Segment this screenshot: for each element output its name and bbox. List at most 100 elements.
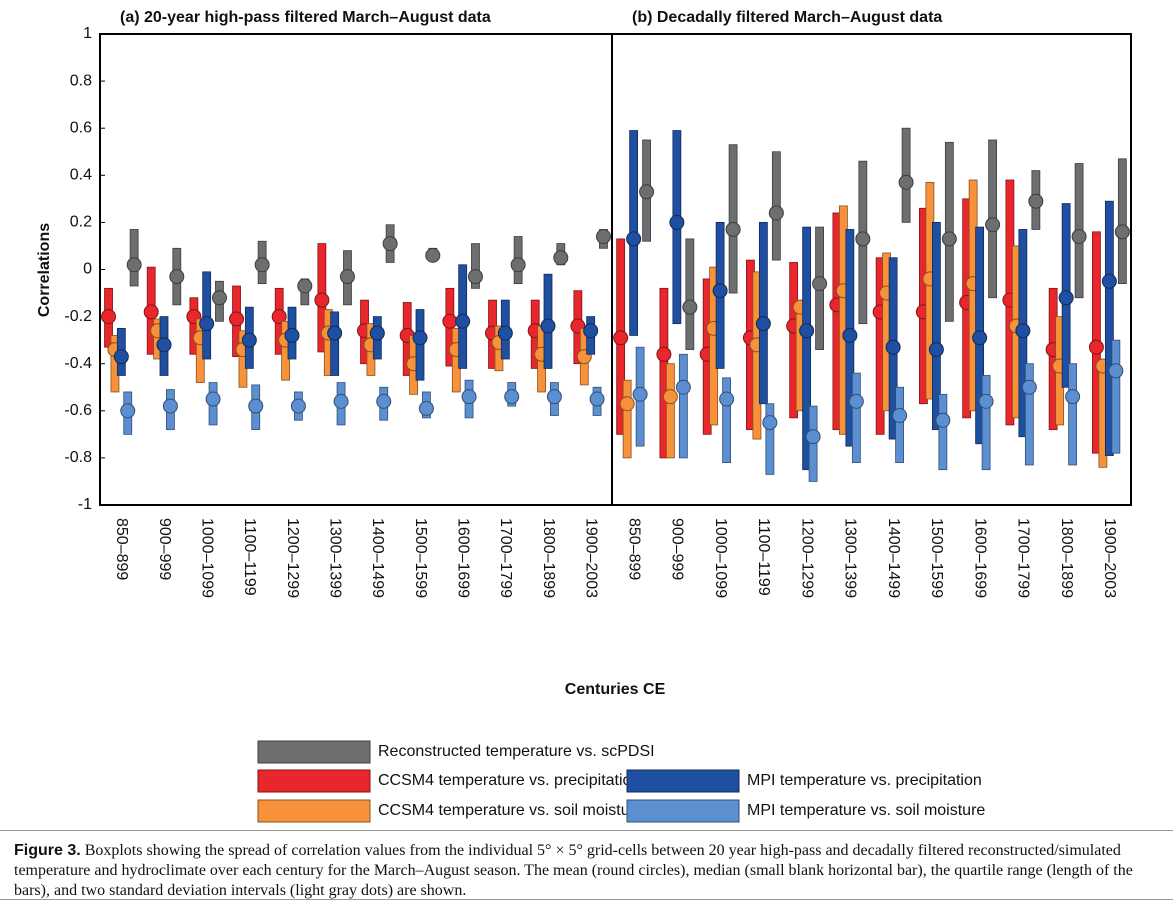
box (851, 372, 861, 464)
y-tick-label: 0.8 (70, 72, 92, 89)
mean-marker (333, 393, 349, 409)
plot-frame (611, 33, 1132, 506)
mean-marker (842, 327, 858, 343)
mean-marker (898, 174, 914, 190)
legend-swatch (626, 799, 740, 823)
x-tick-label: 1700–1799 (1015, 518, 1032, 598)
legend-label: MPI temperature vs. soil moisture (747, 802, 985, 819)
mean-marker (467, 269, 483, 285)
mean-marker (812, 276, 828, 292)
mean-marker (369, 325, 385, 341)
mean-marker (327, 325, 343, 341)
legend-swatch (257, 740, 371, 764)
mean-marker (656, 346, 672, 362)
mean-marker (540, 318, 556, 334)
y-tick-label: -0.6 (64, 402, 92, 419)
y-tick-label: 1 (83, 25, 92, 42)
box (471, 243, 480, 289)
legend-swatch (626, 769, 740, 793)
mean-marker (254, 257, 270, 273)
caption-text: Boxplots showing the spread of correlati… (14, 842, 1133, 899)
mean-marker (314, 292, 330, 308)
x-tick-label: 1200–1299 (798, 518, 815, 598)
mean-marker (143, 304, 159, 320)
mean-marker (1028, 193, 1044, 209)
mean-marker (682, 299, 698, 315)
y-tick-label: -0.4 (64, 355, 92, 372)
x-tick-label: 1300–1399 (326, 518, 343, 598)
mean-marker (762, 415, 778, 431)
box (1111, 339, 1121, 454)
mean-marker (978, 393, 994, 409)
box (1104, 200, 1114, 456)
mean-marker (418, 400, 434, 416)
mean-marker (712, 283, 728, 299)
y-tick-label: 0.4 (70, 167, 92, 184)
box (678, 353, 688, 459)
x-tick-label: 1200–1299 (284, 518, 301, 598)
box (728, 144, 738, 294)
mean-marker (928, 342, 944, 358)
mean-marker (972, 330, 988, 346)
x-axis-label: Centuries CE (565, 681, 666, 698)
legend-label: CCSM4 temperature vs. soil moisture (378, 802, 644, 819)
x-tick-label: 1700–1799 (497, 518, 514, 598)
mean-marker (855, 231, 871, 247)
mean-marker (497, 325, 513, 341)
box (758, 221, 768, 405)
x-tick-label: 1000–1099 (198, 518, 215, 598)
mean-marker (211, 290, 227, 306)
mean-marker (1021, 379, 1037, 395)
y-tick-label: -0.8 (64, 449, 92, 466)
mean-marker (425, 247, 441, 263)
mean-marker (126, 257, 142, 273)
mean-marker (799, 323, 815, 339)
mean-marker (1058, 290, 1074, 306)
mean-marker (248, 398, 264, 414)
legend-swatch (257, 769, 371, 793)
chart: (a) 20-year high-pass filtered March–Aug… (36, 9, 1132, 823)
mean-marker (662, 389, 678, 405)
mean-marker (719, 391, 735, 407)
box (622, 379, 632, 459)
mean-marker (339, 269, 355, 285)
mean-marker (461, 389, 477, 405)
box (685, 238, 695, 350)
mean-marker (205, 391, 221, 407)
x-tick-label: 1900–2003 (1101, 518, 1118, 598)
mean-marker (169, 269, 185, 285)
mean-marker (725, 221, 741, 237)
legend-swatch (257, 799, 371, 823)
mean-marker (290, 398, 306, 414)
mean-marker (120, 403, 136, 419)
x-tick-label: 900–999 (669, 518, 686, 580)
panel-title: (b) Decadally filtered March–August data (632, 9, 942, 26)
mean-marker (1015, 323, 1031, 339)
mean-marker (162, 398, 178, 414)
box (1068, 363, 1078, 466)
mean-marker (639, 184, 655, 200)
box (802, 226, 812, 471)
mean-marker (619, 396, 635, 412)
mean-marker (156, 337, 172, 353)
mean-marker (101, 309, 117, 325)
mean-marker (546, 389, 562, 405)
panel-title: (a) 20-year high-pass filtered March–Aug… (120, 9, 491, 26)
box (202, 271, 212, 360)
caption: Figure 3. Boxplots showing the spread of… (0, 830, 1173, 900)
box (665, 363, 675, 459)
x-tick-label: 1400–1499 (885, 518, 902, 598)
y-axis-label: Correlations (36, 223, 53, 317)
mean-marker (1114, 224, 1130, 240)
mean-marker (1071, 229, 1087, 245)
mean-marker (985, 217, 1001, 233)
y-tick-label: 0.6 (70, 119, 92, 136)
y-tick-label: -1 (78, 496, 92, 513)
x-tick-label: 1600–1699 (454, 518, 471, 598)
x-tick-label: 1100–1199 (241, 518, 258, 596)
mean-marker (589, 391, 605, 407)
x-tick-label: 850–899 (625, 518, 642, 580)
x-tick-label: 1100–1199 (755, 518, 772, 596)
x-tick-label: 1500–1599 (412, 518, 429, 598)
mean-marker (1101, 273, 1117, 289)
